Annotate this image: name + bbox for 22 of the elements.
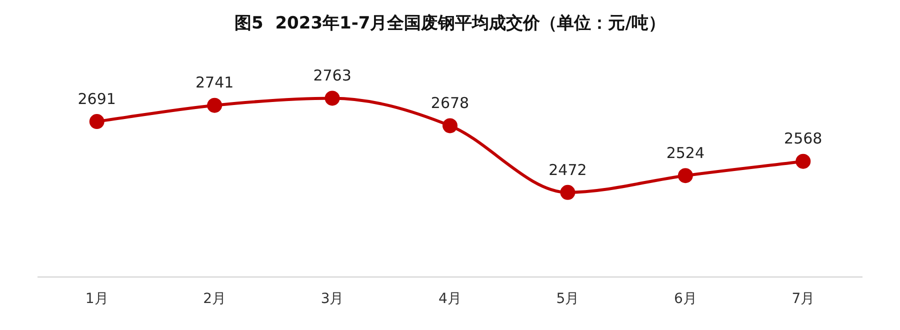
x-tick-label: 1月 [85, 291, 108, 308]
data-label: 2691 [78, 90, 116, 108]
point [207, 98, 222, 113]
x-tick-label: 2月 [203, 291, 226, 308]
x-tick-label: 4月 [438, 291, 462, 308]
point [678, 168, 693, 184]
data-label: 2524 [666, 144, 705, 162]
data-label: 2763 [313, 66, 352, 85]
point [89, 114, 104, 130]
x-tick-label: 6月 [674, 291, 697, 308]
chart-title: 图5 2023年1-7月全国废钢平均成交价（单位：元/吨） [234, 14, 666, 34]
data-label: 2678 [430, 94, 470, 112]
point [442, 118, 458, 134]
point [560, 184, 576, 200]
x-tick-label: 7月 [792, 291, 815, 308]
point [796, 154, 811, 169]
data-label: 2741 [195, 74, 234, 92]
point [324, 90, 340, 106]
data-label: 2472 [548, 160, 587, 179]
data-label: 2568 [784, 130, 822, 148]
x-tick-label: 5月 [556, 291, 580, 308]
x-tick-label: 3月 [320, 291, 344, 308]
